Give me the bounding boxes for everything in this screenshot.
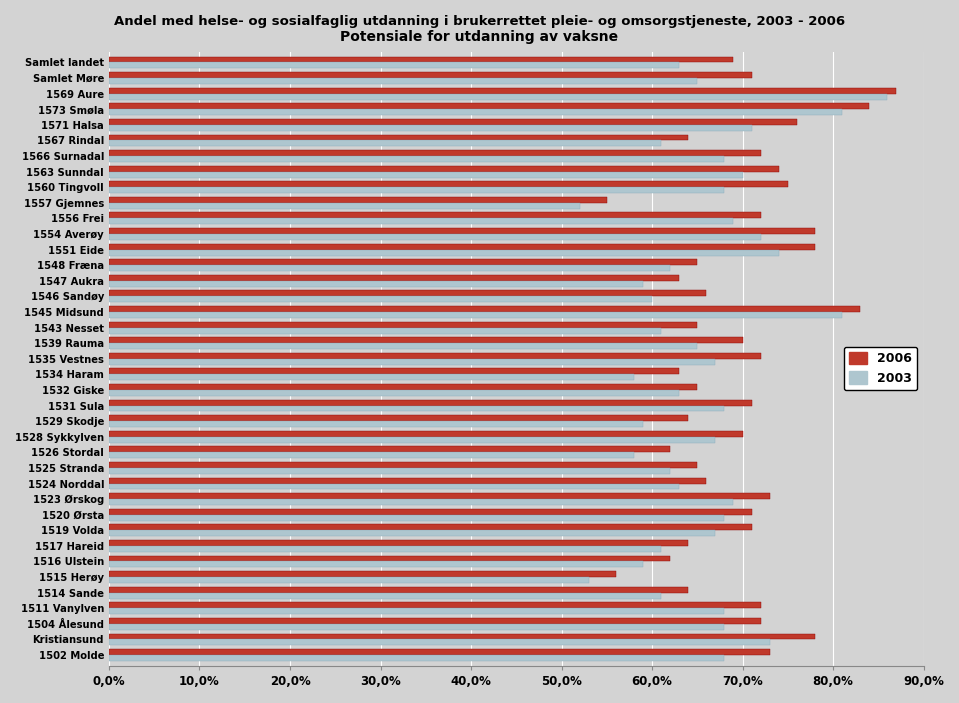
Bar: [109, 212, 760, 219]
Legend: 2006, 2003: 2006, 2003: [844, 347, 918, 390]
Bar: [109, 399, 752, 406]
Bar: [109, 312, 842, 318]
Bar: [109, 187, 724, 193]
Bar: [109, 524, 752, 530]
Bar: [109, 228, 815, 234]
Bar: [109, 125, 752, 131]
Bar: [109, 390, 679, 396]
Bar: [109, 624, 724, 630]
Bar: [109, 494, 770, 499]
Bar: [109, 250, 779, 255]
Bar: [109, 88, 897, 93]
Bar: [109, 141, 661, 146]
Bar: [109, 93, 887, 100]
Bar: [109, 119, 797, 125]
Bar: [109, 265, 670, 271]
Bar: [109, 649, 770, 655]
Bar: [109, 156, 724, 162]
Bar: [109, 134, 689, 141]
Bar: [109, 259, 697, 265]
Bar: [109, 415, 689, 421]
Bar: [109, 63, 679, 68]
Bar: [109, 452, 634, 458]
Bar: [109, 234, 760, 240]
Bar: [109, 499, 734, 505]
Bar: [109, 78, 697, 84]
Bar: [109, 280, 643, 287]
Bar: [109, 406, 724, 411]
Bar: [109, 353, 760, 359]
Bar: [109, 290, 707, 297]
Bar: [109, 421, 643, 427]
Bar: [109, 343, 697, 349]
Bar: [109, 477, 707, 484]
Bar: [109, 337, 742, 343]
Text: Potensiale for utdanning av vaksne: Potensiale for utdanning av vaksne: [340, 30, 619, 44]
Bar: [109, 446, 670, 452]
Bar: [109, 181, 787, 187]
Bar: [109, 633, 815, 640]
Bar: [109, 562, 643, 567]
Bar: [109, 103, 869, 109]
Bar: [109, 368, 679, 375]
Bar: [109, 515, 724, 521]
Bar: [109, 56, 734, 63]
Bar: [109, 540, 689, 546]
Bar: [109, 437, 715, 443]
Bar: [109, 72, 752, 78]
Bar: [109, 608, 724, 614]
Bar: [109, 546, 661, 552]
Bar: [109, 297, 652, 302]
Bar: [109, 359, 715, 365]
Bar: [109, 587, 689, 593]
Bar: [109, 530, 715, 536]
Text: Andel med helse- og sosialfaglig utdanning i brukerrettet pleie- og omsorgstjene: Andel med helse- og sosialfaglig utdanni…: [114, 15, 845, 28]
Bar: [109, 555, 670, 562]
Bar: [109, 655, 724, 661]
Bar: [109, 375, 634, 380]
Bar: [109, 275, 679, 280]
Bar: [109, 577, 589, 583]
Bar: [109, 244, 815, 250]
Bar: [109, 384, 697, 390]
Bar: [109, 328, 661, 333]
Bar: [109, 484, 679, 489]
Bar: [109, 618, 760, 624]
Bar: [109, 602, 760, 608]
Bar: [109, 109, 842, 115]
Bar: [109, 509, 752, 515]
Bar: [109, 306, 860, 312]
Bar: [109, 166, 779, 172]
Bar: [109, 219, 734, 224]
Bar: [109, 593, 661, 599]
Bar: [109, 462, 697, 468]
Bar: [109, 197, 607, 203]
Bar: [109, 468, 670, 474]
Bar: [109, 571, 616, 577]
Bar: [109, 322, 697, 328]
Bar: [109, 150, 760, 156]
Bar: [109, 640, 770, 645]
Bar: [109, 431, 742, 437]
Bar: [109, 172, 742, 178]
Bar: [109, 203, 579, 209]
